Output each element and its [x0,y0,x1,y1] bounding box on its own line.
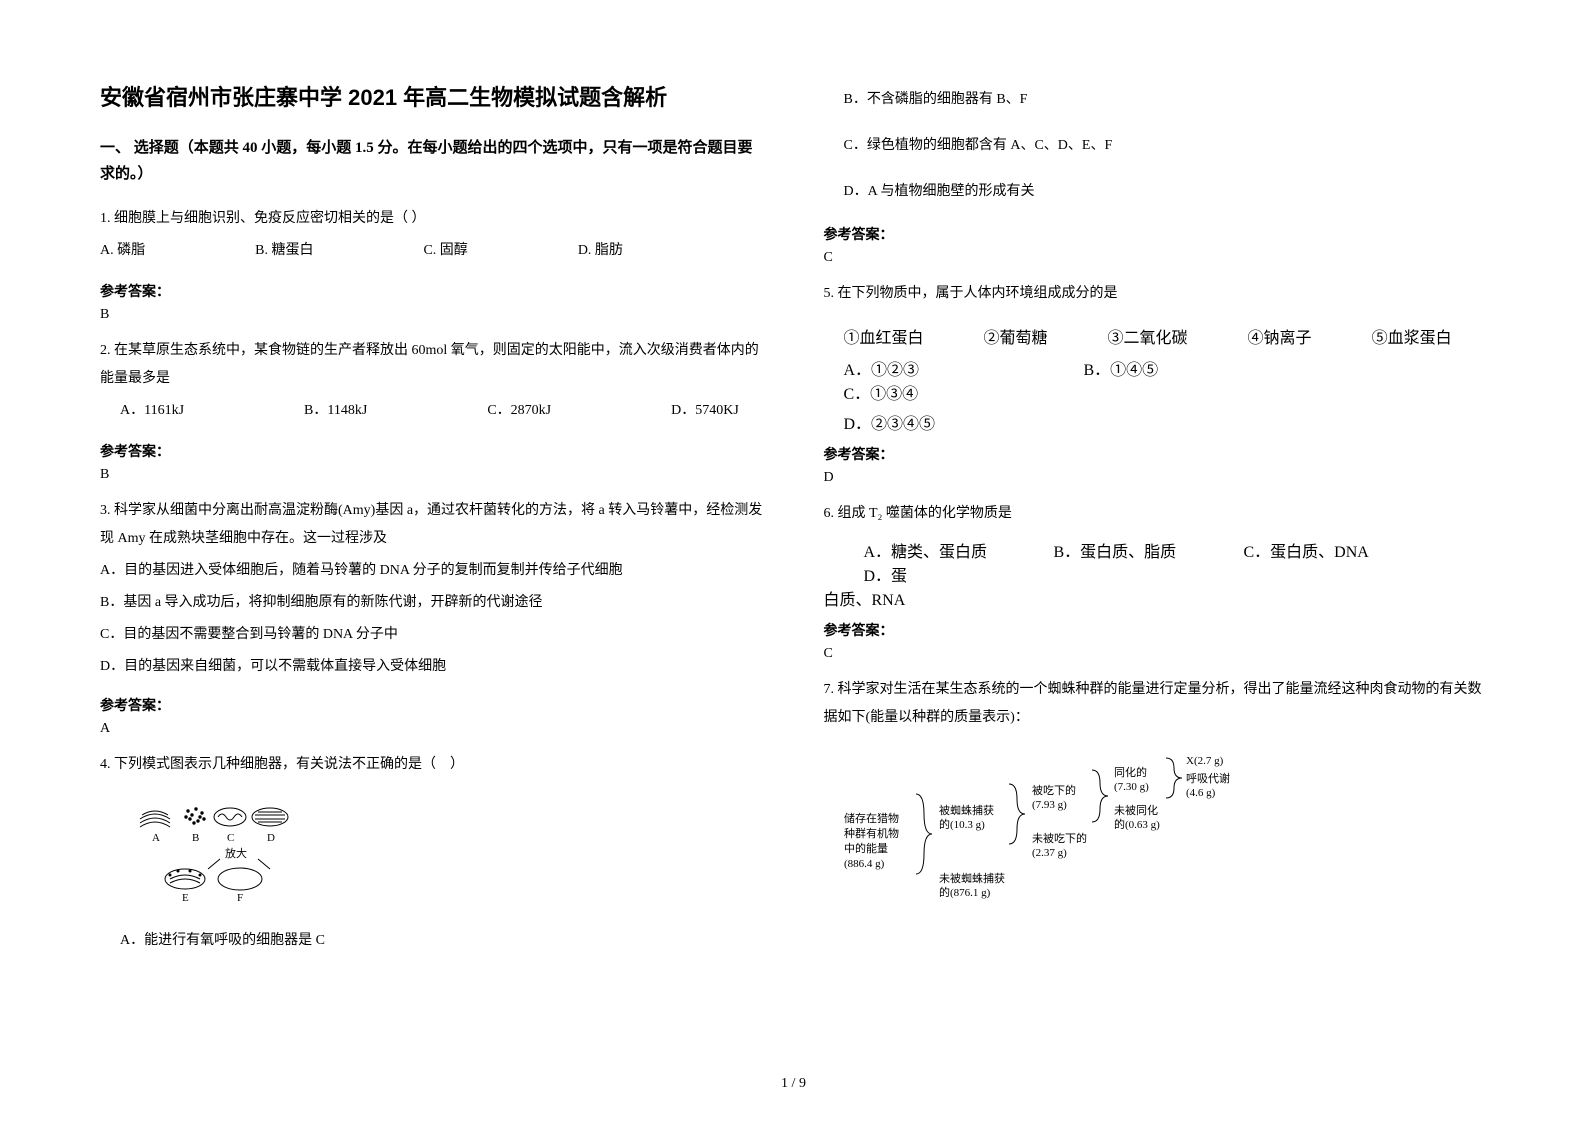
q1-text: 1. 细胞膜上与细胞识别、免疫反应密切相关的是（ ） [100,205,764,233]
q4-answer: C [824,250,1488,266]
q4-opt-a: A．能进行有氧呼吸的细胞器是 C [120,927,764,955]
svg-text:的(10.3 g): 的(10.3 g) [939,817,985,831]
fig-label-a: A [152,832,160,844]
document-title: 安徽省宿州市张庄寨中学 2021 年高二生物模拟试题含解析 [100,80,764,112]
question-4: 4. 下列模式图表示几种细胞器，有关说法不正确的是（ ） [100,751,764,783]
q5-options: A．①②③ B．①④⑤ C．①③④ D．②③④⑤ [844,356,1488,434]
svg-text:未被同化: 未被同化 [1114,803,1158,817]
q3-answer-label: 参考答案： [100,695,764,715]
q5-opt-a: A．①②③ [844,356,1084,380]
svg-text:未被吃下的: 未被吃下的 [1032,831,1087,845]
q6-opt-a: A．糖类、蛋白质 [864,538,1054,562]
svg-text:(4.6 g): (4.6 g) [1186,787,1216,799]
q5-opt-b: B．①④⑤ [1084,356,1324,380]
page-container: 安徽省宿州市张庄寨中学 2021 年高二生物模拟试题含解析 一、 选择题（本题共… [100,80,1487,1082]
q2-text: 2. 在某草原生态系统中，某食物链的生产者释放出 60mol 氧气，则固定的太阳… [100,337,764,393]
q2-opt-c: C．2870kJ [487,397,551,425]
svg-text:(7.93 g): (7.93 g) [1032,799,1067,811]
right-column: B．不含磷脂的细胞器有 B、F C．绿色植物的细胞都含有 A、C、D、E、F D… [824,80,1488,1082]
q3-text: 3. 科学家从细菌中分离出耐高温淀粉酶(Amy)基因 a，通过农杆菌转化的方法，… [100,497,764,553]
q7-text: 7. 科学家对生活在某生态系统的一个蜘蛛种群的能量进行定量分析，得出了能量流经这… [824,676,1488,732]
q4-opt-b: B．不含磷脂的细胞器有 B、F [844,86,1488,114]
q5-answer: D [824,470,1488,486]
q1-answer-label: 参考答案： [100,281,764,301]
q5-text: 5. 在下列物质中，属于人体内环境组成成分的是 [824,280,1488,308]
q6-opt-b: B．蛋白质、脂质 [1054,538,1244,562]
q4-opt-d: D．A 与植物细胞壁的形成有关 [844,178,1488,206]
q5-item-1: ①血红蛋白 [844,324,924,348]
question-5: 5. 在下列物质中，属于人体内环境组成成分的是 [824,280,1488,312]
q1-answer: B [100,307,764,323]
q6-answer: C [824,646,1488,662]
fig-label-b: B [192,832,199,844]
q5-opt-c: C．①③④ [844,380,1024,404]
q4-figure: A B C D 放大 E F [130,797,764,917]
q3-opt-b: B．基因 a 导入成功后，将抑制细胞原有的新陈代谢，开辟新的代谢途径 [100,589,764,617]
q3-opt-a: A．目的基因进入受体细胞后，随着马铃薯的 DNA 分子的复制而复制并传给子代细胞 [100,557,764,585]
q6-answer-label: 参考答案： [824,620,1488,640]
svg-text:(2.37 g): (2.37 g) [1032,847,1067,859]
q3-opt-d: D．目的基因来自细菌，可以不需载体直接导入受体细胞 [100,653,764,681]
q4-opt-c: C．绿色植物的细胞都含有 A、C、D、E、F [844,132,1488,160]
svg-text:(886.4 g): (886.4 g) [844,858,885,870]
q6-text: 6. 组成 T₂ 噬菌体的化学物质是 [824,500,1488,528]
q6-opt-d: D．蛋 [864,562,944,586]
q5-answer-label: 参考答案： [824,444,1488,464]
q6-options: A．糖类、蛋白质 B．蛋白质、脂质 C．蛋白质、DNA D．蛋 白质、RNA [864,538,1488,610]
q5-item-5: ⑤血浆蛋白 [1372,324,1452,348]
q6-opt-d-wrap: 白质、RNA [824,586,1448,610]
q5-item-2: ②葡萄糖 [984,324,1048,348]
q1-opt-d: D. 脂肪 [578,237,623,265]
q1-opt-a: A. 磷脂 [100,237,145,265]
organelle-diagram-icon: A B C D 放大 E F [130,797,330,917]
fig-zoom-label: 放大 [225,846,247,860]
fig-label-c: C [227,832,234,844]
question-3: 3. 科学家从细菌中分离出耐高温淀粉酶(Amy)基因 a，通过农杆菌转化的方法，… [100,497,764,685]
q1-opt-b: B. 糖蛋白 [255,237,313,265]
fig-label-f: F [237,892,243,904]
question-6: 6. 组成 T₂ 噬菌体的化学物质是 [824,500,1488,532]
fig-label-e: E [182,892,189,904]
q6-opt-c: C．蛋白质、DNA [1244,538,1444,562]
svg-text:种群有机物: 种群有机物 [844,826,899,840]
svg-text:未被蜘蛛捕获: 未被蜘蛛捕获 [939,871,1005,885]
svg-text:呼吸代谢: 呼吸代谢 [1186,771,1230,785]
q2-answer-label: 参考答案： [100,441,764,461]
svg-text:X(2.7 g): X(2.7 g) [1186,755,1224,767]
question-7: 7. 科学家对生活在某生态系统的一个蜘蛛种群的能量进行定量分析，得出了能量流经这… [824,676,1488,736]
svg-text:的(0.63 g): 的(0.63 g) [1114,817,1160,831]
svg-text:被吃下的: 被吃下的 [1032,783,1076,797]
q3-opt-c: C．目的基因不需要整合到马铃薯的 DNA 分子中 [100,621,764,649]
q5-items: ①血红蛋白 ②葡萄糖 ③二氧化碳 ④钠离子 ⑤血浆蛋白 [844,324,1488,348]
fig-label-d: D [267,832,275,844]
q1-opt-c: C. 固醇 [423,237,467,265]
q2-opt-d: D．5740KJ [671,397,739,425]
q5-opt-d: D．②③④⑤ [844,410,1488,434]
svg-text:储存在猎物: 储存在猎物 [844,811,899,825]
question-2: 2. 在某草原生态系统中，某食物链的生产者释放出 60mol 氧气，则固定的太阳… [100,337,764,431]
q5-item-3: ③二氧化碳 [1108,324,1188,348]
q2-options: A．1161kJ B．1148kJ C．2870kJ D．5740KJ [100,397,764,425]
energy-flow-diagram-icon: 储存在猎物 种群有机物 中的能量 (886.4 g) 被蜘蛛捕获 的(10.3 … [844,752,1264,912]
question-1: 1. 细胞膜上与细胞识别、免疫反应密切相关的是（ ） A. 磷脂 B. 糖蛋白 … [100,205,764,271]
q5-item-4: ④钠离子 [1248,324,1312,348]
q4-answer-label: 参考答案： [824,224,1488,244]
q7-energy-tree: 储存在猎物 种群有机物 中的能量 (886.4 g) 被蜘蛛捕获 的(10.3 … [844,752,1488,917]
q2-opt-a: A．1161kJ [120,397,184,425]
left-column: 安徽省宿州市张庄寨中学 2021 年高二生物模拟试题含解析 一、 选择题（本题共… [100,80,764,1082]
svg-text:(7.30 g): (7.30 g) [1114,781,1149,793]
svg-text:同化的: 同化的 [1114,765,1147,779]
q2-answer: B [100,467,764,483]
svg-text:的(876.1 g): 的(876.1 g) [939,885,991,899]
q1-options: A. 磷脂 B. 糖蛋白 C. 固醇 D. 脂肪 [100,237,764,265]
q2-opt-b: B．1148kJ [304,397,367,425]
q4-text: 4. 下列模式图表示几种细胞器，有关说法不正确的是（ ） [100,751,764,779]
svg-text:中的能量: 中的能量 [844,841,888,855]
svg-text:被蜘蛛捕获: 被蜘蛛捕获 [939,803,994,817]
q3-answer: A [100,721,764,737]
section-header: 一、 选择题（本题共 40 小题，每小题 1.5 分。在每小题给出的四个选项中，… [100,136,764,187]
page-number: 1 / 9 [781,1076,806,1092]
